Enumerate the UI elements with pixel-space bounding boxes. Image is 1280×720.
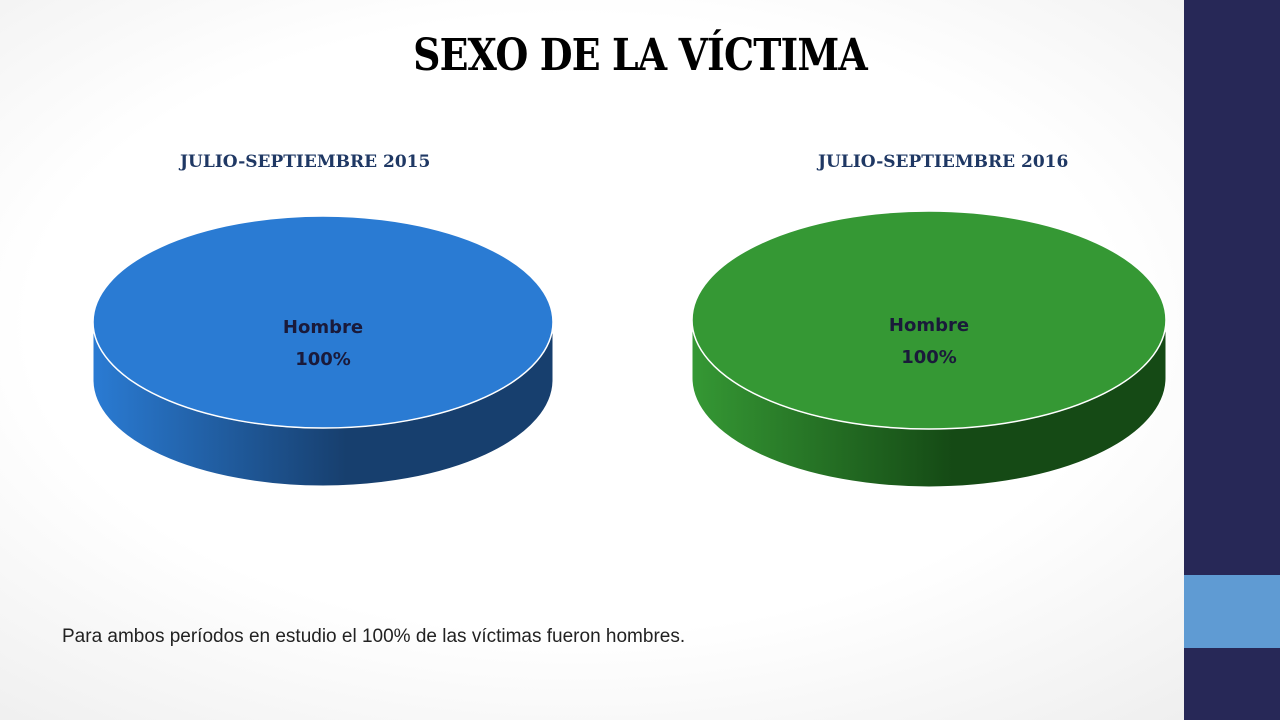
- pie-chart-2016: Hombre 100%: [691, 210, 1167, 488]
- pie-slice-value-label: 100%: [295, 349, 351, 370]
- pie-slice-value-label: 100%: [901, 347, 957, 368]
- pie-slice-hombre: [691, 210, 1167, 430]
- pie-slice-label: Hombre: [283, 317, 363, 338]
- slide-title: SEXO DE LA VÍCTIMA: [413, 30, 868, 81]
- pie-slice-hombre: [92, 215, 554, 429]
- chart-title-2015: JULIO-SEPTIEMBRE 2015: [180, 152, 431, 172]
- caption-text: Para ambos períodos en estudio el 100% d…: [62, 626, 686, 647]
- chart-title-2016: JULIO-SEPTIEMBRE 2016: [818, 152, 1069, 172]
- pie-slice-label: Hombre: [889, 315, 969, 336]
- pie-chart-2015: Hombre 100%: [92, 215, 554, 487]
- sidebar-accent-block: [1184, 575, 1280, 648]
